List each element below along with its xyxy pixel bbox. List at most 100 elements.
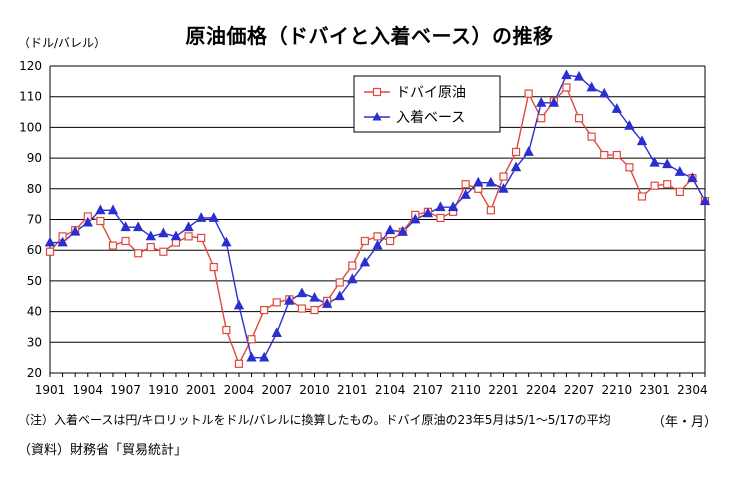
data-point-dubai xyxy=(335,278,344,287)
data-point-landed xyxy=(460,189,471,199)
data-point-landed xyxy=(95,204,106,215)
x-tick-label: 2301 xyxy=(639,383,670,397)
data-point-dubai xyxy=(96,216,105,226)
data-point-landed xyxy=(422,207,434,218)
y-tick-label: 90 xyxy=(27,151,42,165)
data-point-landed xyxy=(536,96,547,107)
data-point-dubai xyxy=(247,335,256,344)
y-tick-label: 80 xyxy=(27,182,42,196)
data-point-dubai xyxy=(675,187,684,196)
data-point-landed xyxy=(687,172,698,182)
y-tick-label: 110 xyxy=(19,90,42,104)
x-tick-label: 2101 xyxy=(337,383,368,397)
x-tick-label: 2004 xyxy=(224,383,255,397)
data-point-landed xyxy=(485,176,497,187)
y-tick-label: 30 xyxy=(27,335,42,349)
x-tick-label: 2201 xyxy=(488,383,519,397)
data-point-dubai xyxy=(272,298,281,307)
legend-label-1: 入着ベース xyxy=(396,110,465,126)
footnote: （注）入着ベースは円/キロリットルをドル/バレルに換算したもの。ドバイ原油の23… xyxy=(18,413,611,427)
data-point-dubai xyxy=(310,305,319,315)
data-point-landed xyxy=(699,195,711,205)
data-point-dubai xyxy=(121,236,130,246)
data-point-dubai xyxy=(461,180,470,189)
data-point-dubai xyxy=(574,114,584,123)
data-point-landed xyxy=(195,212,207,222)
y-tick-label: 70 xyxy=(27,213,42,227)
source-note: （資料）財務省「貿易統計」 xyxy=(18,443,188,458)
data-point-landed xyxy=(233,299,245,310)
data-point-landed xyxy=(561,69,572,80)
data-point-dubai xyxy=(587,132,596,141)
data-point-landed xyxy=(258,351,270,362)
data-point-dubai xyxy=(637,192,647,201)
data-point-dubai xyxy=(260,305,269,315)
data-point-landed xyxy=(573,70,585,81)
data-point-landed xyxy=(523,146,534,156)
data-point-landed xyxy=(372,239,383,250)
x-tick-label: 2104 xyxy=(375,383,406,397)
data-point-landed xyxy=(271,327,282,337)
data-point-landed xyxy=(624,120,635,130)
x-tick-label: 2001 xyxy=(186,383,217,397)
data-point-landed xyxy=(107,204,119,215)
data-point-dubai xyxy=(511,147,521,157)
data-point-dubai xyxy=(297,304,307,313)
x-tick-label: 2204 xyxy=(526,383,557,397)
x-tick-label: 2007 xyxy=(261,383,292,397)
x-tick-label: 2210 xyxy=(602,383,633,397)
data-point-landed xyxy=(44,236,56,247)
legend-box xyxy=(353,75,501,133)
data-point-landed xyxy=(296,287,308,298)
data-point-landed xyxy=(183,221,194,232)
x-tick-label: 2010 xyxy=(299,383,330,397)
data-point-dubai xyxy=(234,359,244,368)
y-tick-label: 20 xyxy=(27,366,42,380)
data-point-dubai xyxy=(625,163,634,172)
data-point-landed xyxy=(221,236,232,247)
x-tick-label: 2304 xyxy=(677,383,708,397)
data-point-dubai xyxy=(499,172,508,181)
legend-label-0: ドバイ原油 xyxy=(396,85,466,101)
data-point-dubai xyxy=(524,89,533,98)
data-point-landed xyxy=(321,298,333,308)
data-point-dubai xyxy=(373,232,382,241)
data-point-dubai xyxy=(134,249,143,258)
data-point-landed xyxy=(284,295,295,305)
chart-title: 原油価格（ドバイと入着ベース）の推移 xyxy=(185,24,554,48)
data-point-dubai xyxy=(197,233,206,243)
legend-marker-dubai xyxy=(372,87,382,97)
y-tick-label: 120 xyxy=(19,59,42,73)
data-point-landed xyxy=(82,216,93,227)
data-point-landed xyxy=(447,201,459,212)
y-tick-label: 100 xyxy=(19,120,42,134)
data-point-dubai xyxy=(385,236,395,246)
data-point-dubai xyxy=(45,247,55,256)
data-point-dubai xyxy=(209,262,218,272)
y-tick-label: 40 xyxy=(27,305,42,319)
x-tick-label: 1910 xyxy=(148,383,179,397)
data-point-landed xyxy=(208,212,219,222)
data-point-landed xyxy=(246,351,257,362)
data-point-landed xyxy=(586,81,597,92)
x-axis-unit: （年・月） xyxy=(651,415,717,430)
x-tick-label: 2110 xyxy=(450,383,481,397)
series-markers xyxy=(44,69,711,368)
x-tick-label: 2107 xyxy=(413,383,444,397)
data-point-landed xyxy=(158,227,169,238)
data-point-dubai xyxy=(562,83,571,92)
data-point-landed xyxy=(170,230,182,241)
data-point-dubai xyxy=(650,181,659,190)
data-point-landed xyxy=(435,201,446,212)
data-point-landed xyxy=(397,225,408,236)
data-point-landed xyxy=(309,291,320,302)
data-point-landed xyxy=(57,236,68,247)
x-tick-label: 1904 xyxy=(73,383,104,397)
data-point-dubai xyxy=(159,247,168,256)
data-point-landed xyxy=(599,87,610,98)
data-point-landed xyxy=(120,221,131,232)
data-point-dubai xyxy=(663,180,672,189)
axes: 20 30 40 50 60 70 80 90 100 110 120 1901 1904 1907 191… xyxy=(19,59,708,397)
data-point-landed xyxy=(649,156,660,167)
